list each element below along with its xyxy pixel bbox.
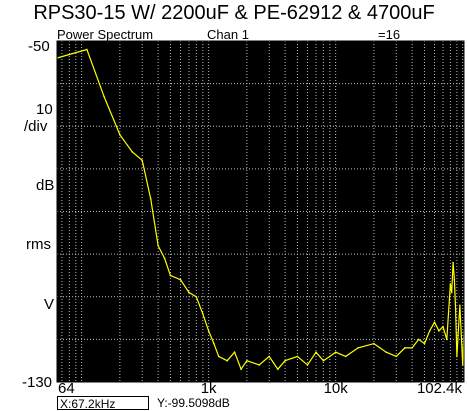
y-unit-rms-label: rms [26,236,51,253]
trace-point [315,351,317,353]
x-tick-label: 102.4k [417,380,463,397]
y-unit-v-label: V [44,296,55,313]
trace-point [119,133,121,136]
trace-point [452,261,454,264]
trace-point [284,359,286,362]
trace-point [433,321,436,324]
trace-point [454,308,457,311]
trace-point [450,291,453,294]
trace-point [195,295,198,298]
trace-point [373,342,375,345]
y-scale-label: 10 [36,101,53,118]
trace-point [233,351,236,353]
trace-point [329,355,331,358]
measurement-label: Power Spectrum [57,27,154,42]
trace-point [449,283,452,285]
trace-point [131,151,133,153]
trace-point [417,338,420,341]
trace-point [202,313,204,315]
trace-point [322,359,325,362]
plot-border [56,40,465,383]
trace-point [240,368,242,371]
trace-point [357,347,359,349]
trace-point [258,364,260,366]
trace-point [157,244,159,247]
x-tick-label: 10k [324,380,349,397]
x-tick-label: 1k [201,380,217,397]
trace-point [459,304,461,307]
trace-point [461,364,464,366]
trace-point [163,257,166,260]
trace-point [456,355,458,358]
trace-point [385,351,388,353]
trace-point [457,334,459,336]
trace-point [179,278,182,281]
trace-point [217,355,220,358]
averages-label: =16 [378,27,401,42]
trace-point [86,48,88,51]
trace-point [296,355,299,358]
trace-point [213,342,215,345]
chart-title: RPS30-15 W/ 2200uF & PE-62912 & 4700uF [33,2,435,24]
trace-point [438,330,440,332]
trace-point [149,197,152,200]
trace-point [103,95,105,98]
trace-point [141,159,144,162]
trace-point [276,368,279,371]
y-bottom-label: -130 [22,374,53,391]
trace-point [246,359,248,362]
x-tick-label: 64 [58,380,75,397]
trace-point [344,355,347,358]
trace-point [423,342,426,345]
trace-point [395,355,398,358]
y-per-div-label: /div [24,118,48,135]
trace-point [207,330,210,332]
trace-point [446,338,448,341]
trace-point [268,355,271,358]
trace-point [411,347,413,349]
trace-point [306,364,309,366]
trace-point [188,291,190,294]
trace-point [403,347,406,349]
trace-point [169,274,172,277]
trace-point [442,325,444,328]
channel-label: Chan 1 [207,27,249,42]
trace-point [453,278,456,281]
trace-point [334,351,337,353]
cursor-x-readout: X:67.2kHz [57,396,149,411]
y-top-label: -50 [28,38,50,55]
trace-point [226,359,229,362]
y-unit-db-label: dB [36,177,55,194]
cursor-y-readout: Y:-99.5098dB [157,396,230,410]
trace-point [428,330,431,332]
